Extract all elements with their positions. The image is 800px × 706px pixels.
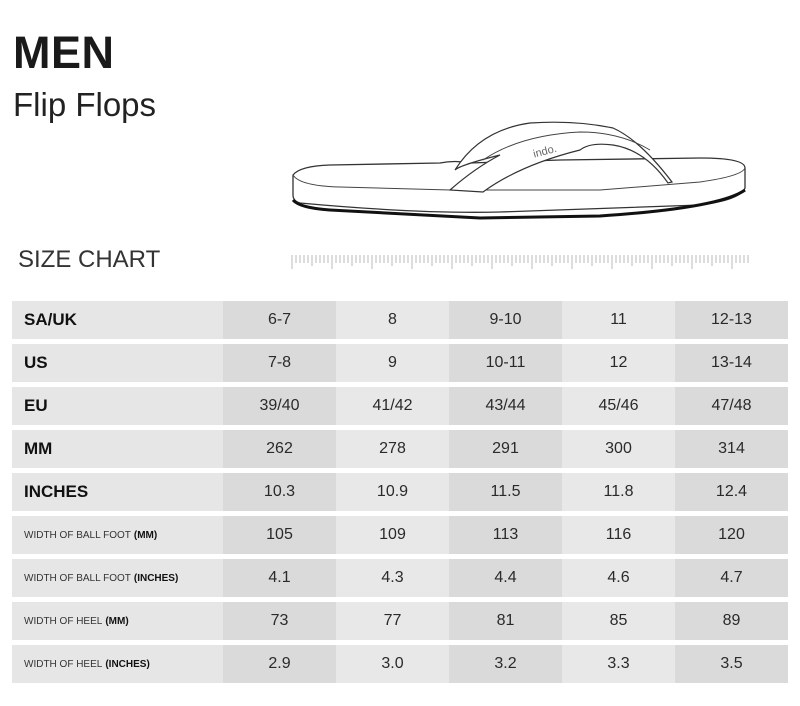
size-value-cell: 12: [562, 344, 675, 382]
size-value-cell: 105: [223, 516, 336, 554]
page-title: MEN: [13, 27, 115, 78]
table-row: US 7-8 9 10-11 12 13-14: [12, 344, 788, 382]
row-label-unit: (INCHES): [133, 572, 179, 584]
table-row: WIDTH OF HEEL (INCHES) 2.9 3.0 3.2 3.3 3.5: [12, 645, 788, 683]
size-value-cell: 43/44: [449, 387, 562, 425]
row-label-text: WIDTH OF HEEL: [24, 658, 103, 670]
size-value-cell: 3.2: [449, 645, 562, 683]
size-value-cell: 8: [336, 301, 449, 339]
size-table: SA/UK 6-7 8 9-10 11 12-13 US 7-8 9 10-11 12 13-14 EU…: [12, 301, 788, 688]
size-value-cell: 314: [675, 430, 788, 468]
brand-logo: indo.: [532, 143, 558, 161]
size-value-cell: 262: [223, 430, 336, 468]
size-value-cell: 116: [562, 516, 675, 554]
row-label-text: WIDTH OF HEEL: [24, 615, 103, 627]
size-value-cell: 39/40: [223, 387, 336, 425]
ruler-graphic: [291, 255, 749, 269]
size-value-cell: 10-11: [449, 344, 562, 382]
row-label: WIDTH OF BALL FOOT (MM): [12, 516, 223, 554]
size-value-cell: 11.5: [449, 473, 562, 511]
size-value-cell: 12-13: [675, 301, 788, 339]
size-value-cell: 291: [449, 430, 562, 468]
row-label-unit: (INCHES): [105, 658, 150, 670]
size-value-cell: 12.4: [675, 473, 788, 511]
row-label-text: WIDTH OF BALL FOOT: [24, 572, 131, 584]
size-value-cell: 109: [336, 516, 449, 554]
table-row: WIDTH OF BALL FOOT (MM) 105 109 113 116 120: [12, 516, 788, 554]
row-label: SA/UK: [12, 301, 223, 339]
size-value-cell: 300: [562, 430, 675, 468]
size-value-cell: 4.3: [336, 559, 449, 597]
row-label-text: WIDTH OF BALL FOOT: [24, 529, 131, 541]
row-label: WIDTH OF BALL FOOT (INCHES): [12, 559, 223, 597]
row-label: WIDTH OF HEEL (MM): [12, 602, 223, 640]
table-row: MM 262 278 291 300 314: [12, 430, 788, 468]
row-label-text: MM: [24, 439, 53, 458]
size-value-cell: 10.9: [336, 473, 449, 511]
size-value-cell: 4.7: [675, 559, 788, 597]
size-value-cell: 7-8: [223, 344, 336, 382]
row-label: EU: [12, 387, 223, 425]
row-label-text: INCHES: [24, 482, 89, 501]
size-value-cell: 9: [336, 344, 449, 382]
row-label-unit: (MM): [133, 529, 158, 541]
size-value-cell: 77: [336, 602, 449, 640]
size-value-cell: 41/42: [336, 387, 449, 425]
size-value-cell: 3.3: [562, 645, 675, 683]
row-label-text: EU: [24, 396, 48, 415]
size-value-cell: 11: [562, 301, 675, 339]
row-label-unit: (MM): [105, 615, 129, 627]
size-value-cell: 6-7: [223, 301, 336, 339]
page-subtitle: Flip Flops: [13, 86, 157, 123]
row-label-text: SA/UK: [24, 310, 77, 329]
size-value-cell: 85: [562, 602, 675, 640]
size-value-cell: 113: [449, 516, 562, 554]
table-row: EU 39/40 41/42 43/44 45/46 47/48: [12, 387, 788, 425]
size-value-cell: 120: [675, 516, 788, 554]
row-label: US: [12, 344, 223, 382]
section-heading: SIZE CHART: [18, 246, 161, 273]
table-row: WIDTH OF BALL FOOT (INCHES) 4.1 4.3 4.4 4.6 4.…: [12, 559, 788, 597]
table-row: SA/UK 6-7 8 9-10 11 12-13: [12, 301, 788, 339]
size-value-cell: 13-14: [675, 344, 788, 382]
size-value-cell: 4.4: [449, 559, 562, 597]
size-value-cell: 3.0: [336, 645, 449, 683]
row-label: INCHES: [12, 473, 223, 511]
size-value-cell: 73: [223, 602, 336, 640]
size-value-cell: 278: [336, 430, 449, 468]
size-value-cell: 10.3: [223, 473, 336, 511]
flip-flop-illustration: indo.: [291, 121, 746, 220]
row-label: WIDTH OF HEEL (INCHES): [12, 645, 223, 683]
table-row: INCHES 10.3 10.9 11.5 11.8 12.4: [12, 473, 788, 511]
row-label: MM: [12, 430, 223, 468]
table-row: WIDTH OF HEEL (MM) 73 77 81 85 89: [12, 602, 788, 640]
row-label-text: US: [24, 353, 48, 372]
size-value-cell: 47/48: [675, 387, 788, 425]
size-value-cell: 4.6: [562, 559, 675, 597]
size-value-cell: 4.1: [223, 559, 336, 597]
size-value-cell: 89: [675, 602, 788, 640]
size-value-cell: 11.8: [562, 473, 675, 511]
size-value-cell: 9-10: [449, 301, 562, 339]
size-value-cell: 81: [449, 602, 562, 640]
size-value-cell: 3.5: [675, 645, 788, 683]
size-value-cell: 45/46: [562, 387, 675, 425]
size-value-cell: 2.9: [223, 645, 336, 683]
